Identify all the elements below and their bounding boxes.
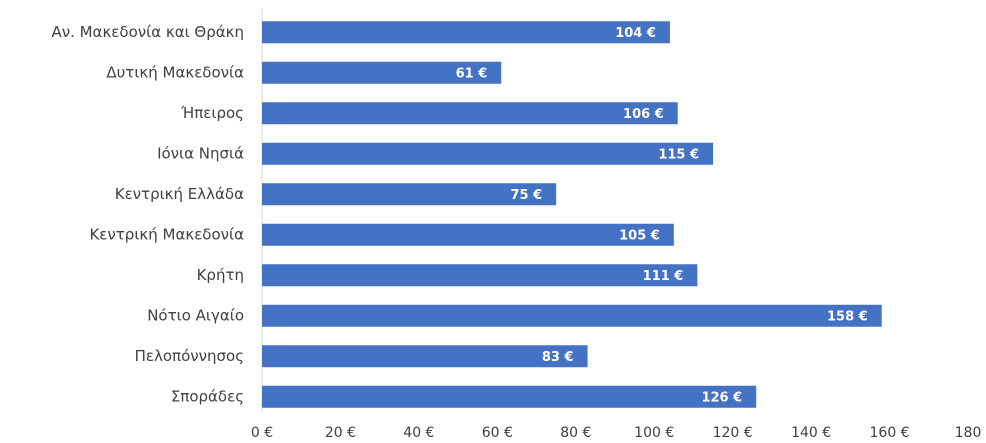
bar: [262, 21, 670, 44]
data-label: 105 €: [619, 228, 660, 243]
bar: [262, 264, 698, 287]
bar: [262, 183, 557, 206]
x-tick-label: 0 €: [251, 425, 273, 441]
data-label: 115 €: [658, 147, 699, 162]
category-label: Κεντρική Ελλάδα: [115, 185, 244, 203]
bar: [262, 142, 714, 165]
data-label: 75 €: [510, 188, 542, 203]
bar: [262, 304, 882, 327]
data-label: 104 €: [615, 26, 656, 41]
data-label: 158 €: [827, 309, 868, 324]
data-labels-group: 104 € 61 € 106 € 115 € 75 € 105 € 111 € 158 € 83…: [456, 26, 868, 406]
data-label: 106 €: [623, 107, 664, 122]
category-label: Ιόνια Νησιά: [157, 144, 244, 162]
category-labels-group: Αν. Μακεδονία και Θράκη Δυτική Μακεδονία Ή…: [51, 23, 244, 406]
bar: [262, 385, 757, 408]
category-label: Αν. Μακεδονία και Θράκη: [51, 23, 244, 41]
bar: [262, 61, 502, 84]
data-label: 83 €: [542, 350, 574, 365]
data-label: 61 €: [456, 66, 488, 81]
category-label: Ήπειρος: [180, 104, 244, 122]
bar: [262, 345, 588, 368]
x-tick-label: 140 €: [791, 425, 831, 441]
x-tick-label: 80 €: [560, 425, 591, 441]
x-tick-label: 180: [955, 425, 982, 441]
data-label: 111 €: [643, 269, 684, 284]
bars-group: [262, 21, 882, 408]
x-tick-label: 100 €: [634, 425, 674, 441]
x-tick-label: 160 €: [870, 425, 910, 441]
x-tick-label: 120 €: [713, 425, 753, 441]
category-label: Κρήτη: [197, 266, 244, 284]
x-tick-label: 20 €: [325, 425, 356, 441]
bar: [262, 223, 674, 246]
category-label: Πελοπόννησος: [135, 347, 244, 365]
category-label: Νότιο Αιγαίο: [147, 306, 244, 324]
x-tick-label: 40 €: [403, 425, 434, 441]
category-label: Κεντρική Μακεδονία: [89, 225, 244, 243]
x-tick-labels-group: 0 € 20 € 40 € 60 € 80 € 100 € 120 € 140 € 160 € 1…: [251, 425, 982, 441]
category-label: Σποράδες: [171, 387, 244, 405]
category-label: Δυτική Μακεδονία: [106, 63, 244, 81]
x-tick-label: 60 €: [482, 425, 513, 441]
data-label: 126 €: [701, 390, 742, 405]
bar: [262, 102, 678, 125]
